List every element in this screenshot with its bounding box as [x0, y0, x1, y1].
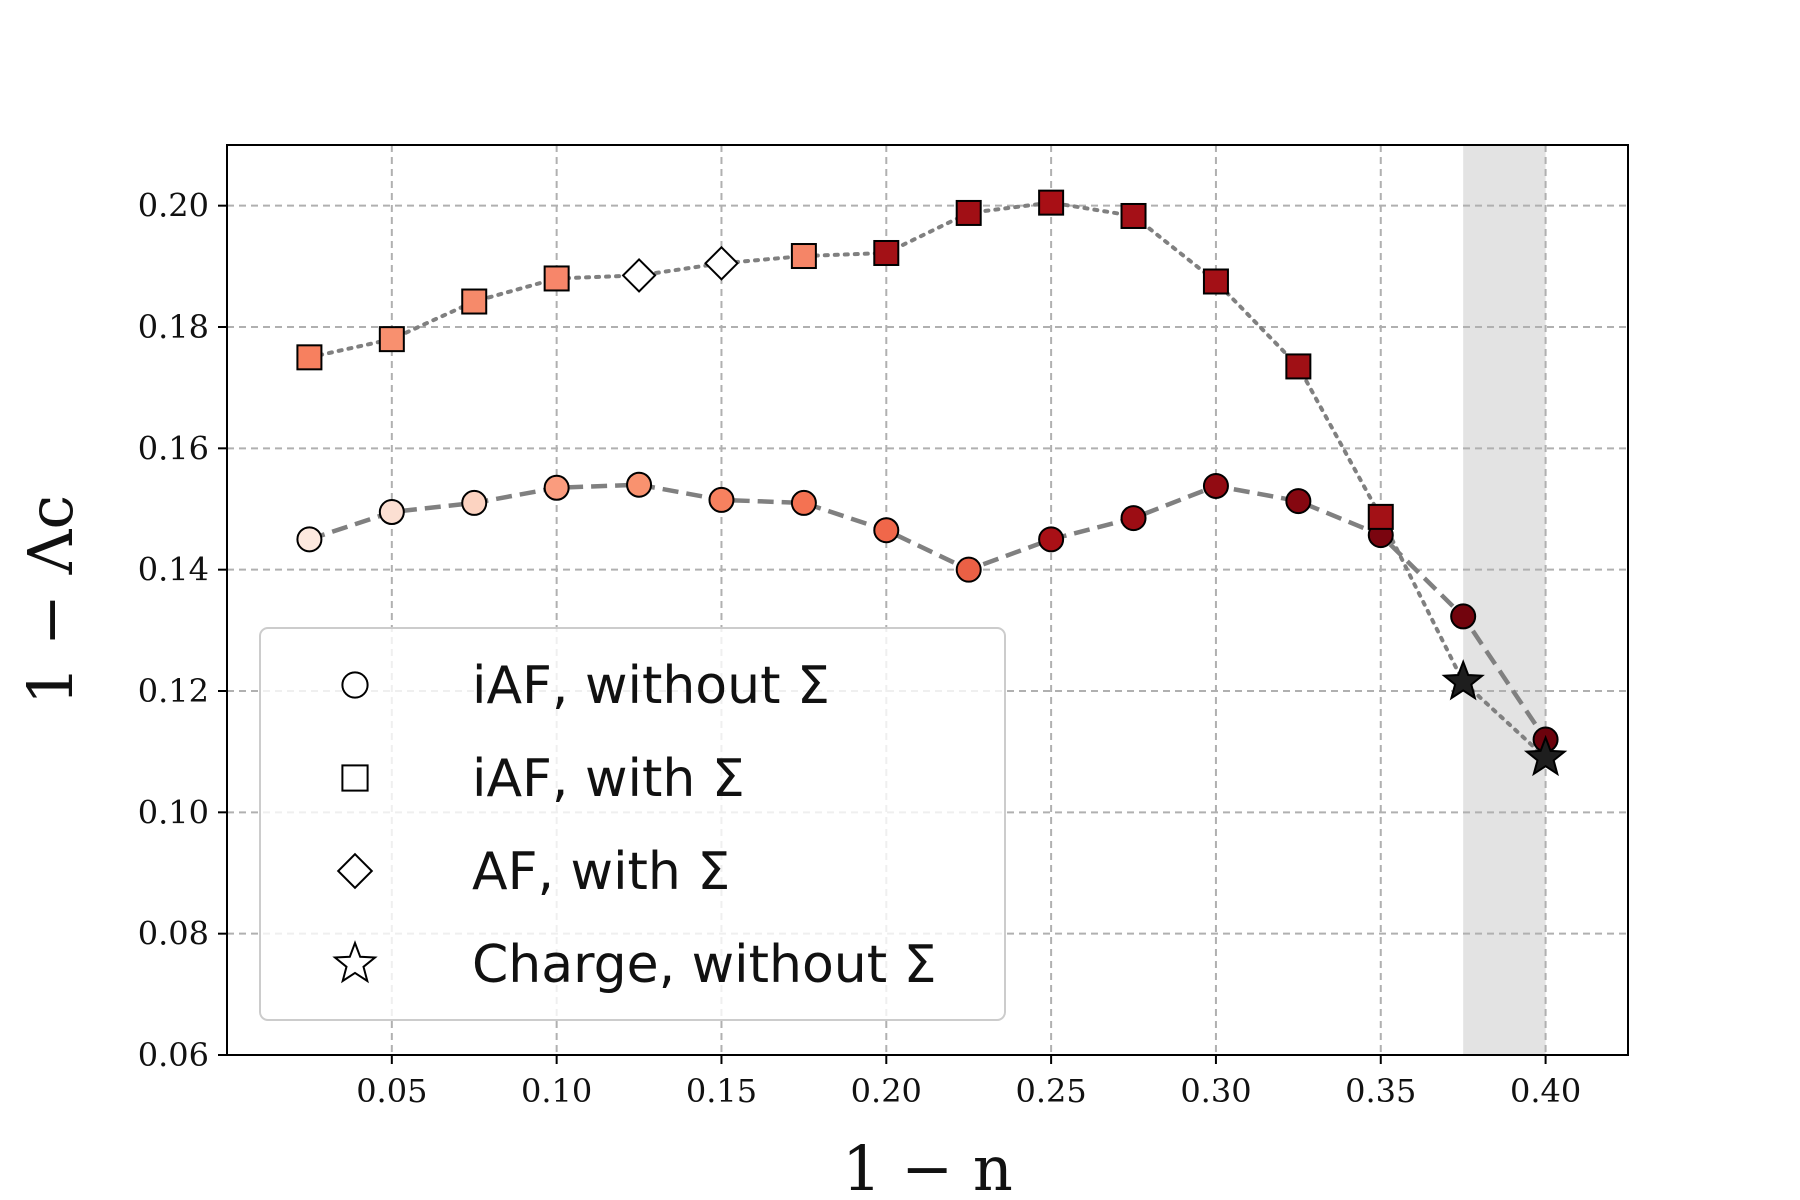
circle-data-point — [708, 486, 735, 513]
star-data-point — [1523, 734, 1568, 777]
y-tick-label: 0.20 — [138, 187, 209, 225]
square-data-point — [296, 344, 323, 371]
legend-diamond-icon — [336, 852, 374, 890]
y-tick-label: 0.12 — [138, 672, 209, 710]
legend-label: iAF, without Σ — [472, 656, 830, 716]
x-tick-label: 0.15 — [686, 1072, 757, 1110]
y-tick-label: 0.10 — [138, 793, 209, 831]
square-data-point — [790, 243, 817, 270]
square-data-point — [543, 265, 570, 292]
x-axis-label: 1 − n — [842, 1132, 1013, 1200]
legend-square-icon — [341, 764, 369, 792]
legend-circle-icon — [341, 671, 369, 699]
legend: iAF, without Σ iAF, with Σ AF, with Σ Charg… — [259, 627, 1006, 1021]
circle-data-point — [543, 474, 570, 501]
circle-data-point — [378, 499, 405, 526]
diamond-data-point — [704, 245, 739, 281]
legend-items: iAF, without Σ iAF, with Σ AF, with Σ Charg… — [332, 656, 937, 995]
legend-star-icon — [332, 940, 378, 984]
x-tick-label: 0.25 — [1015, 1072, 1086, 1110]
y-tick-label: 0.08 — [138, 915, 209, 953]
x-tick-label: 0.35 — [1345, 1072, 1416, 1110]
dotted-series-line — [307, 200, 1548, 760]
dashed-series-line — [308, 482, 1548, 741]
x-tick-label: 0.30 — [1180, 1072, 1251, 1110]
circle-data-point — [955, 556, 982, 583]
circle-data-point — [1285, 488, 1312, 515]
circle-data-point — [1038, 526, 1065, 553]
tick-labels: 0.05 0.10 0.15 0.20 0.25 0.30 0.35 0.40 0.06 0.08… — [138, 187, 1581, 1110]
legend-box — [259, 627, 1006, 1021]
circle-data-point — [790, 489, 817, 516]
y-tick-label: 0.18 — [138, 308, 209, 346]
circle-data-point — [873, 517, 900, 544]
square-data-point — [1120, 202, 1147, 229]
diamond-data-point — [621, 258, 657, 293]
circle-data-point — [1450, 603, 1477, 630]
y-tick-label: 0.16 — [138, 429, 209, 467]
square-data-point — [1202, 268, 1229, 295]
data-markers — [296, 189, 1568, 777]
circle-data-point — [1202, 472, 1229, 499]
y-tick-label: 0.06 — [138, 1036, 209, 1074]
square-data-point — [1285, 353, 1312, 380]
circle-data-point — [461, 489, 488, 516]
square-data-point — [461, 288, 488, 315]
legend-label: AF, with Σ — [472, 842, 730, 902]
axes-frame — [226, 144, 1629, 1056]
square-data-point — [1038, 189, 1065, 216]
square-data-point — [378, 326, 405, 353]
x-tick-label: 0.10 — [521, 1072, 592, 1110]
star-data-point — [1441, 659, 1485, 701]
y-tick-label: 0.14 — [138, 551, 209, 589]
shaded-region — [1463, 145, 1546, 1055]
x-tick-label: 0.20 — [851, 1072, 922, 1110]
legend-label: Charge, without Σ — [472, 935, 937, 995]
circle-data-point — [626, 471, 653, 498]
x-tick-label: 0.05 — [356, 1072, 427, 1110]
connecting-lines — [307, 200, 1548, 760]
legend-label: iAF, with Σ — [472, 749, 745, 809]
circle-data-point — [296, 526, 323, 553]
y-axis-label: 1 − Λc — [14, 495, 87, 705]
square-data-point — [1367, 503, 1394, 530]
circle-data-point — [1120, 505, 1147, 532]
square-data-point — [873, 239, 900, 266]
square-data-point — [955, 199, 982, 226]
x-tick-label: 0.40 — [1510, 1072, 1581, 1110]
